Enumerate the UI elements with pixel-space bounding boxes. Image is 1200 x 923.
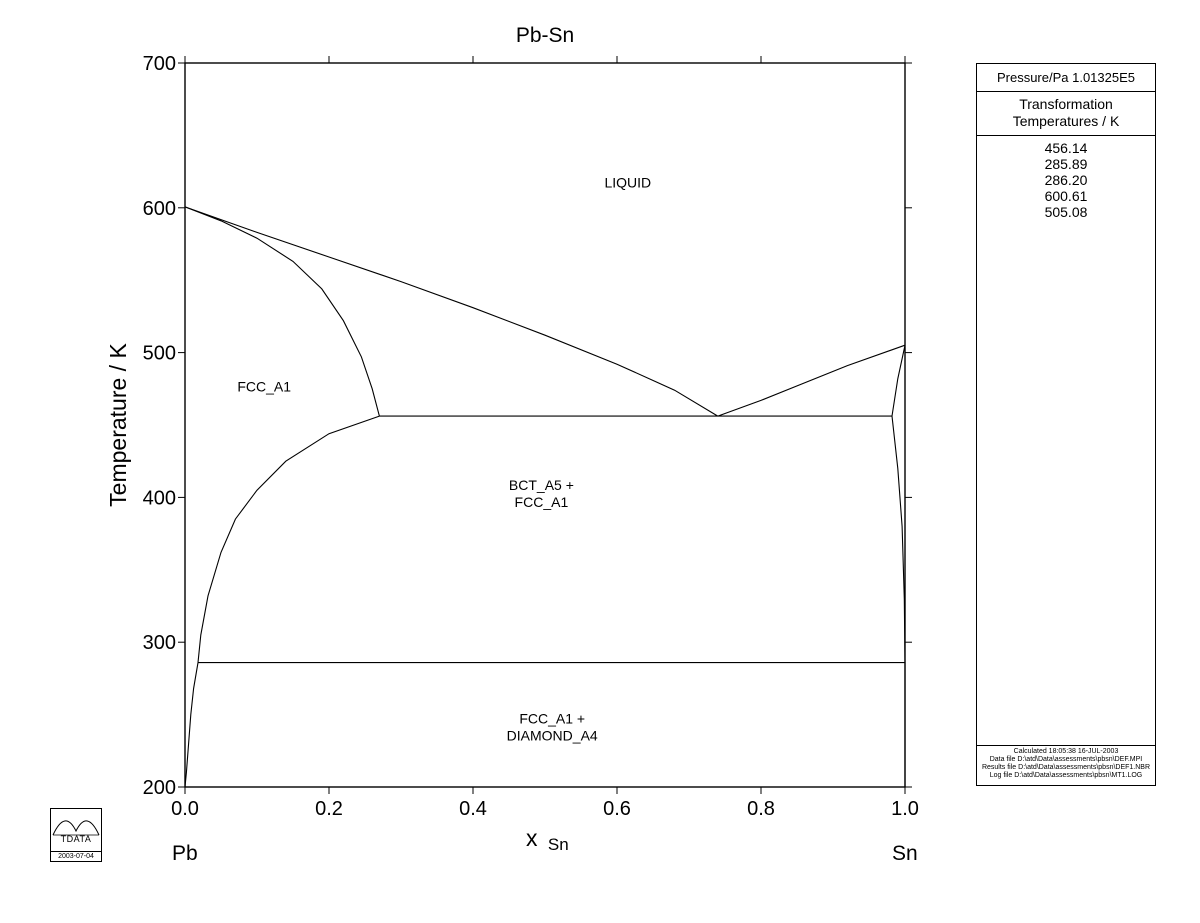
y-tick-label: 400 <box>143 487 176 509</box>
logo-date: 2003-07-04 <box>51 851 101 861</box>
y-tick-labels: 200 300 400 500 600 700 <box>143 53 176 799</box>
transformation-header: Transformation Temperatures / K <box>977 92 1155 136</box>
transformation-value: 285.89 <box>1044 156 1088 172</box>
logo-text: TDATA <box>60 834 92 844</box>
phase-boundary-6 <box>197 415 380 663</box>
phase-boundary-2 <box>184 206 719 417</box>
phase-boundary-7 <box>184 662 199 788</box>
region-label-3: BCT_A5 + <box>509 477 574 493</box>
data-file-path: Data file D:\atd\Data\assessments\pbsn\D… <box>989 756 1143 763</box>
transformation-value: 600.61 <box>1044 188 1088 204</box>
y-tick-label: 200 <box>143 777 176 799</box>
region-label-2: FCC_A1 <box>237 379 291 395</box>
chart-title: Pb-Sn <box>516 24 574 47</box>
calc-timestamp: Calculated 18:05:38 16-JUL-2003 <box>1013 748 1119 755</box>
region-label-3: FCC_A1 <box>515 494 569 510</box>
y-tick-label: 700 <box>143 53 176 75</box>
phase-boundary-3 <box>717 344 906 417</box>
x-tick-label: 1.0 <box>891 798 919 820</box>
x-end-label-sn: Sn <box>892 842 918 865</box>
transformation-value: 505.08 <box>1044 204 1088 220</box>
log-file-path: Log file D:\atd\Data\assessments\pbsn\MT… <box>989 772 1143 779</box>
phase-boundary-9 <box>891 416 906 787</box>
region-label-4: DIAMOND_A4 <box>507 727 598 743</box>
x-tick-label: 0.2 <box>315 798 343 820</box>
phase-boundary-4 <box>891 345 906 417</box>
transformation-header-line2: Temperatures / K <box>1012 113 1120 129</box>
phase-boundary-1 <box>184 206 380 417</box>
transformation-header-line1: Transformation <box>1019 96 1113 112</box>
y-axis-label: Temperature / K <box>105 343 131 507</box>
info-panel: Pressure/Pa 1.01325E5 Transformation Tem… <box>976 63 1156 786</box>
x-tick-label: 0.4 <box>459 798 487 820</box>
y-tick-label: 600 <box>143 198 176 220</box>
transformation-value: 456.14 <box>1044 140 1088 156</box>
y-tick-label: 500 <box>143 343 176 365</box>
x-tick-label: 0.6 <box>603 798 631 820</box>
x-axis-variable: x <box>526 825 538 851</box>
x-tick-label: 0.0 <box>171 798 199 820</box>
y-tick-label: 300 <box>143 632 176 654</box>
x-tick-label: 0.8 <box>747 798 775 820</box>
results-file-path: Results file D:\atd\Data\assessments\pbs… <box>981 764 1151 771</box>
x-end-label-pb: Pb <box>172 842 198 865</box>
x-axis-subscript: Sn <box>548 835 569 854</box>
region-label-1: LIQUID <box>604 175 651 191</box>
region-label-4: FCC_A1 + <box>519 710 585 726</box>
phase-boundaries <box>184 206 906 788</box>
tdata-logo: TDATA 2003-07-04 <box>50 808 102 862</box>
plot-frame <box>184 62 906 788</box>
axis-ticks <box>178 56 912 794</box>
x-axis-label: x Sn <box>526 825 569 854</box>
tdata-logo-icon <box>52 820 100 836</box>
transformation-values: 456.14 285.89 286.20 600.61 505.08 <box>977 136 1155 745</box>
transformation-value: 286.20 <box>1044 172 1088 188</box>
calculation-info: Calculated 18:05:38 16-JUL-2003 Data fil… <box>977 745 1155 786</box>
pressure-label: Pressure/Pa 1.01325E5 <box>977 64 1155 92</box>
x-tick-labels: 0.0 0.2 0.4 0.6 0.8 1.0 <box>171 798 919 820</box>
